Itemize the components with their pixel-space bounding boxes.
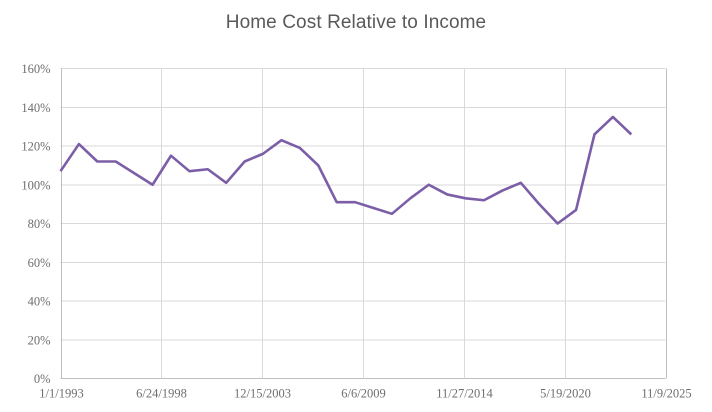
x-axis-tick-label: 11/27/2014 <box>436 387 493 401</box>
y-axis-tick-label: 0% <box>34 372 51 386</box>
y-axis-tick-label: 60% <box>28 256 51 270</box>
chart-title: Home Cost Relative to Income <box>225 12 487 33</box>
y-axis-tick-labels: 0% 20% 40% 60% 80% 100% 120% 140% 160% <box>21 62 50 386</box>
y-axis-tick-label: 120% <box>21 140 50 154</box>
y-axis-tick-label: 20% <box>28 333 51 347</box>
x-axis-tick-label: 6/24/1998 <box>136 387 187 401</box>
x-axis-tick-label: 6/6/2009 <box>341 387 385 401</box>
x-axis-tick-label: 12/15/2003 <box>234 387 291 401</box>
y-axis-tick-label: 40% <box>28 295 51 309</box>
x-gridlines <box>61 68 667 379</box>
y-axis-tick-label: 140% <box>21 101 50 115</box>
y-axis-tick-label: 100% <box>21 178 50 192</box>
series-line-home-cost <box>59 115 633 225</box>
x-axis-tick-label: 11/9/2025 <box>641 387 691 401</box>
y-axis-tick-label: 160% <box>21 62 50 76</box>
x-axis-tick-labels: 1/1/1993 6/24/1998 12/15/2003 6/6/2009 11/27… <box>39 387 691 401</box>
y-axis-tick-label: 80% <box>28 217 51 231</box>
x-axis-tick-label: 1/1/1993 <box>39 387 83 401</box>
x-axis-tick-label: 5/19/2020 <box>540 387 591 401</box>
data-series-group <box>59 115 633 225</box>
